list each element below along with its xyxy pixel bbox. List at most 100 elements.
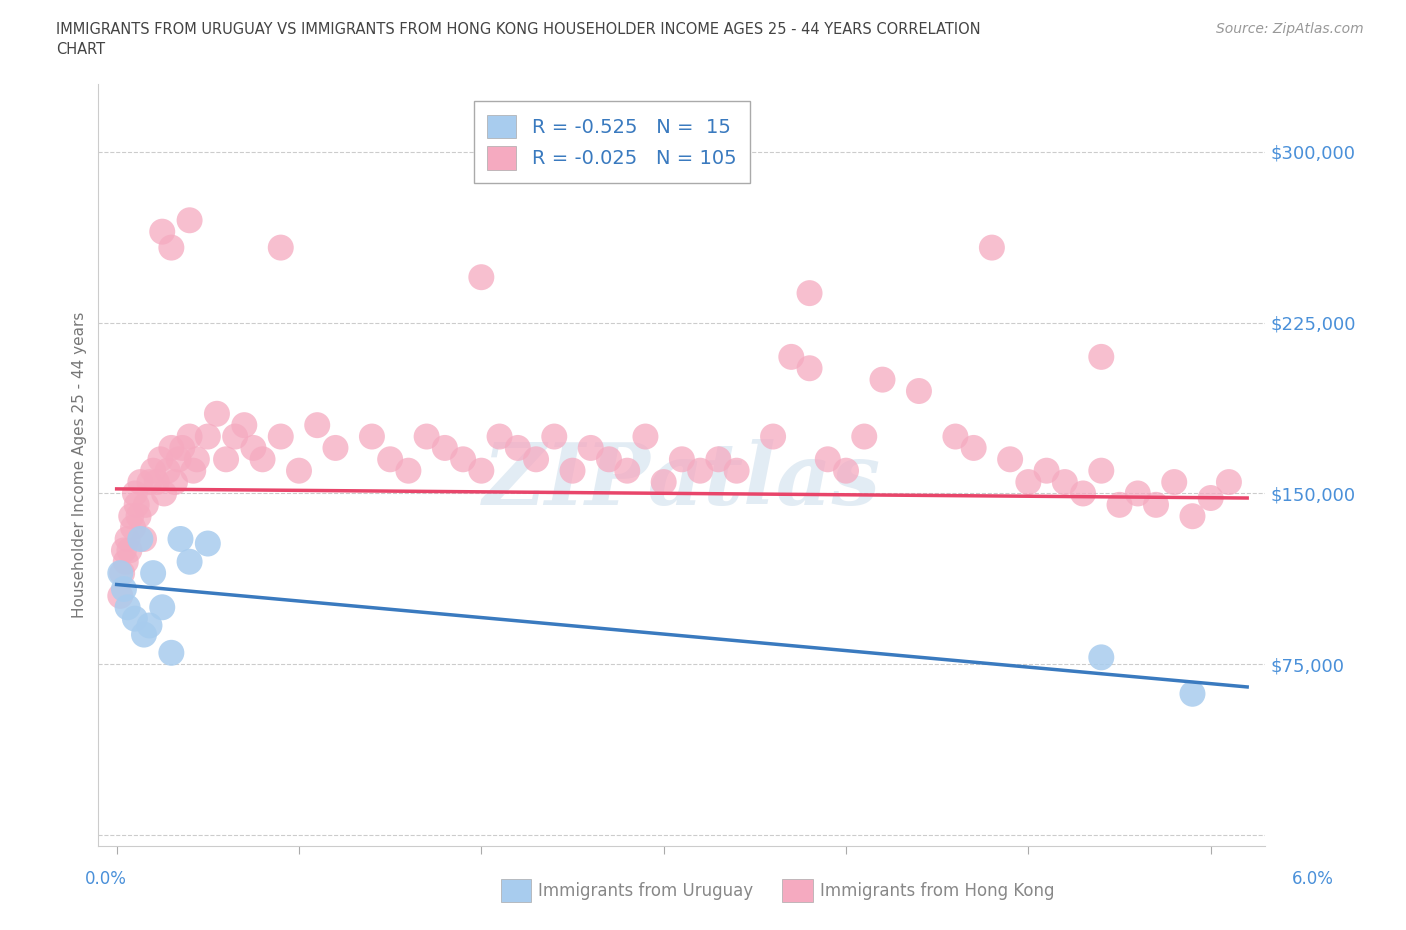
Point xyxy=(1017,474,1039,489)
Point xyxy=(671,452,693,467)
Point xyxy=(470,463,492,478)
Text: ZIPatlas: ZIPatlas xyxy=(482,439,882,522)
Point xyxy=(270,429,292,444)
Point xyxy=(146,474,169,489)
Point xyxy=(124,486,146,501)
Point xyxy=(110,589,132,604)
Text: 0.0%: 0.0% xyxy=(84,870,127,887)
Point xyxy=(179,554,201,569)
Point xyxy=(689,463,711,478)
Point xyxy=(1035,463,1057,478)
Point xyxy=(780,350,803,365)
Point xyxy=(172,441,194,456)
Legend: R = -0.525   N =  15, R = -0.025   N = 105: R = -0.525 N = 15, R = -0.025 N = 105 xyxy=(474,101,751,183)
Point xyxy=(150,600,173,615)
Point xyxy=(160,645,183,660)
Point xyxy=(1181,509,1204,524)
Point xyxy=(125,498,148,512)
Point xyxy=(138,474,160,489)
Point xyxy=(817,452,839,467)
Point xyxy=(579,441,602,456)
Point xyxy=(634,429,657,444)
Point xyxy=(117,532,139,547)
Point xyxy=(1071,486,1094,501)
Point xyxy=(138,618,160,633)
Point xyxy=(945,429,967,444)
Point xyxy=(132,532,155,547)
Point xyxy=(853,429,876,444)
Y-axis label: Householder Income Ages 25 - 44 years: Householder Income Ages 25 - 44 years xyxy=(72,312,87,618)
Point xyxy=(488,429,510,444)
Text: Source: ZipAtlas.com: Source: ZipAtlas.com xyxy=(1216,22,1364,36)
Point xyxy=(616,463,638,478)
Point xyxy=(167,452,190,467)
Point xyxy=(707,452,730,467)
Point xyxy=(112,581,135,596)
Point xyxy=(153,486,176,501)
Text: CHART: CHART xyxy=(56,42,105,57)
Point xyxy=(129,532,152,547)
Point xyxy=(325,441,347,456)
Point xyxy=(725,463,748,478)
Point xyxy=(242,441,264,456)
Point xyxy=(128,509,150,524)
Point xyxy=(470,270,492,285)
Point xyxy=(160,441,183,456)
Point xyxy=(1053,474,1076,489)
Text: IMMIGRANTS FROM URUGUAY VS IMMIGRANTS FROM HONG KONG HOUSEHOLDER INCOME AGES 25 : IMMIGRANTS FROM URUGUAY VS IMMIGRANTS FR… xyxy=(56,22,981,37)
Point xyxy=(270,240,292,255)
Point xyxy=(122,520,145,535)
Point xyxy=(762,429,785,444)
Point xyxy=(1144,498,1167,512)
Point xyxy=(1199,490,1222,505)
Point xyxy=(380,452,402,467)
Point xyxy=(1090,350,1112,365)
Point xyxy=(598,452,620,467)
Point xyxy=(114,554,136,569)
Point xyxy=(233,418,256,432)
Point xyxy=(197,536,219,551)
Point xyxy=(451,452,474,467)
Point xyxy=(120,509,142,524)
Point xyxy=(186,452,208,467)
Point xyxy=(433,441,456,456)
Point xyxy=(288,463,311,478)
Point xyxy=(110,565,132,580)
Point xyxy=(1218,474,1240,489)
Point xyxy=(224,429,246,444)
Point xyxy=(129,474,152,489)
Point xyxy=(1090,463,1112,478)
Point xyxy=(543,429,565,444)
Point xyxy=(506,441,529,456)
Point xyxy=(415,429,437,444)
Point xyxy=(307,418,329,432)
Point xyxy=(179,213,201,228)
Point xyxy=(205,406,228,421)
Point xyxy=(169,532,191,547)
Point xyxy=(142,463,165,478)
Point xyxy=(835,463,858,478)
Point xyxy=(252,452,274,467)
Point xyxy=(124,611,146,626)
Text: 6.0%: 6.0% xyxy=(1292,870,1334,887)
Point xyxy=(799,286,821,300)
Point xyxy=(524,452,547,467)
Point xyxy=(998,452,1021,467)
Point xyxy=(1090,650,1112,665)
Point xyxy=(181,463,204,478)
Point xyxy=(149,452,172,467)
Point xyxy=(160,240,183,255)
Point xyxy=(361,429,384,444)
Point xyxy=(197,429,219,444)
Point xyxy=(179,429,201,444)
Point xyxy=(652,474,675,489)
Point xyxy=(561,463,583,478)
Point xyxy=(908,383,931,398)
Point xyxy=(150,224,173,239)
Point xyxy=(111,565,134,580)
Point xyxy=(132,627,155,642)
Text: Immigrants from Hong Kong: Immigrants from Hong Kong xyxy=(820,882,1054,900)
Point xyxy=(112,543,135,558)
Point xyxy=(163,474,186,489)
Point xyxy=(215,452,238,467)
